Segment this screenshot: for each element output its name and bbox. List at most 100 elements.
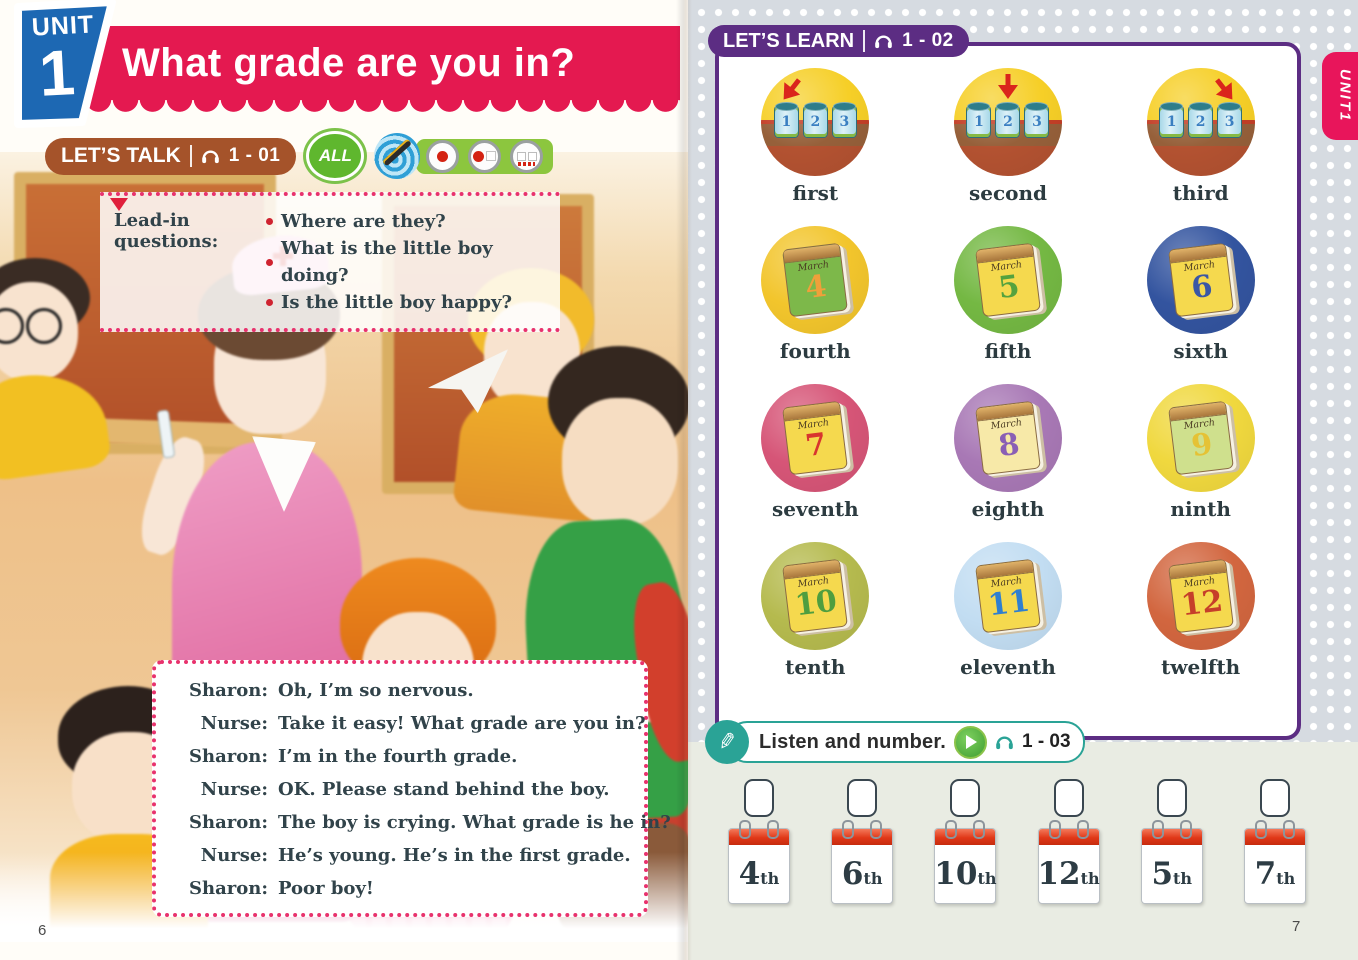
dialog-row: Sharon: I’m in the fourth grade. [162,740,632,773]
unit-side-tab-label: UNIT1 [1336,69,1354,123]
calendar-header [729,829,789,845]
answer-suffix: th [863,868,883,888]
lets-talk-banner: LET’S TALK 1 - 01 [45,137,297,175]
dialog-speaker: Sharon: [189,812,268,833]
calendar-ring-icon [1076,820,1089,839]
answer-checkbox[interactable] [1156,779,1187,817]
audio-controls [416,138,554,174]
answer-day: 7 [1254,856,1277,892]
lead-in-question: Is the little boy happy? [265,289,548,316]
calendar-day: 5 [996,268,1022,307]
calendar-day: 9 [1189,426,1215,465]
squiggle-icon [518,161,536,166]
page-number-left: 6 [38,922,47,939]
illustration-glasses-left-lens [0,308,24,344]
record-button[interactable] [426,139,460,173]
dialog-speaker: Nurse: [200,845,268,866]
answer-suffix: th [1173,868,1193,888]
ordinal-label: twelfth [1161,655,1241,679]
calendar-illustration: March 12 [1146,542,1255,650]
calendar-illustration: March 4 [761,226,870,334]
dialog-speaker: Nurse: [200,779,268,800]
play-button[interactable] [953,725,987,759]
ordinal-label: fifth [984,339,1032,363]
dialog-row: Nurse: OK. Please stand behind the boy. [162,773,632,806]
page-left: What grade are you in? UNIT 1 LET’S TALK… [0,0,688,960]
ordinal-item-eighth: March 8 eighth [953,384,1062,542]
calendar-ring-icon [1048,820,1061,839]
stop-button[interactable] [468,139,502,173]
ordinal-label: seventh [772,497,859,521]
dialog-line: I’m in the fourth grade. [278,746,518,767]
dialog-speaker: Sharon: [189,680,268,701]
playback-button[interactable] [510,139,544,173]
bullet-icon [265,218,273,225]
divider [189,145,192,167]
ordinal-label: eleventh [960,655,1056,679]
calendar-day: 11 [986,583,1032,624]
unit-badge-number: 1 [37,36,77,110]
track-number: 1 - 01 [228,145,281,166]
calendar-day: 6 [1189,268,1215,307]
listen-activity: ✎ Listen and number. 1 - 03 [705,720,1085,764]
dialog-line: Poor boy! [278,878,374,899]
ordinal-item-eleventh: March 11 eleventh [953,542,1062,700]
track-number: 1 - 03 [1021,731,1071,752]
answer-checkbox[interactable] [950,779,981,817]
answer-checkbox[interactable] [847,779,878,817]
dialog-line: He’s young. He’s in the first grade. [278,845,631,866]
calendar-day: 10 [793,583,840,624]
calendar-illustration: March 7 [761,384,870,492]
calendar-ring-icon [842,820,855,839]
unit-side-tab[interactable]: UNIT1 [1322,52,1358,140]
dialog-row: Nurse: Take it easy! What grade are you i… [162,707,646,740]
lets-learn-banner: LET’S LEARN 1 - 02 [708,25,969,57]
answer-checkbox[interactable] [744,779,774,817]
dialog-line: OK. Please stand behind the boy. [278,779,610,800]
bullet-icon [265,258,273,266]
calendar-illustration: March 5 [953,226,1062,334]
calendar-header [935,829,996,845]
talking-pen-icon [374,133,421,179]
page-fold-shadow [676,0,692,960]
track-number: 1 - 02 [902,30,954,51]
calendar-ring-icon [739,820,751,839]
dialog-speaker: Nurse: [200,713,268,734]
dialog-row: Nurse: He’s young. He’s in the first grad… [162,839,632,872]
calendar-day: 4 [803,268,829,307]
illustration-glasses-right-lens [26,308,62,344]
ordinal-label: second [968,181,1047,205]
calendar-header [1141,829,1202,845]
ordinal-item-ninth: March 9 ninth [1146,384,1255,542]
stop-icon [486,151,497,161]
answer-suffix: th [1276,868,1296,888]
lead-in-marker-icon [110,198,128,211]
lets-learn-label: LET’S LEARN [723,29,855,52]
can-2: 2 [1188,102,1214,138]
ordinal-item-fifth: March 5 fifth [953,226,1062,384]
bullet-icon [265,299,273,306]
can-3: 3 [1024,102,1050,138]
all-badge-label: ALL [318,146,352,165]
playback-icon [516,151,537,161]
answer-checkbox[interactable] [1053,779,1084,817]
ordinal-label: fourth [779,339,851,363]
dialog-line: Take it easy! What grade are you in? [278,713,646,734]
dialog-row: Sharon: Oh, I’m so nervous. [162,674,632,707]
answer-checkbox[interactable] [1259,779,1290,817]
calendar-ring-icon [870,820,883,839]
calendar-header [832,829,893,845]
calendar-ring-icon [1282,820,1295,839]
listen-activity-pill: Listen and number. 1 - 03 [727,721,1085,763]
lets-talk-label: LET’S TALK [61,144,181,167]
unit-badge-shape [14,0,116,128]
calendar-header [1038,829,1099,845]
